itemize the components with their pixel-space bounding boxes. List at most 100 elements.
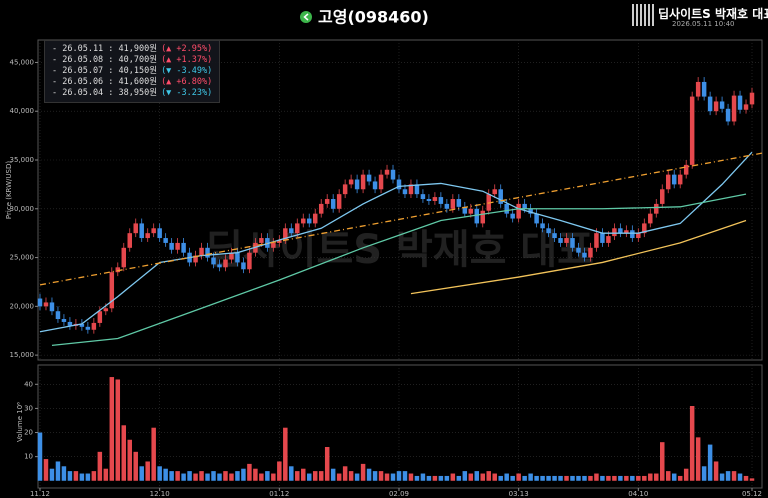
volume-bar [737, 473, 743, 481]
volume-bar [61, 466, 67, 481]
candle-body [193, 255, 198, 263]
volume-bar [468, 473, 474, 481]
candle-body [67, 321, 73, 326]
candle-body [432, 197, 438, 201]
volume-bar [510, 475, 515, 481]
volume-bar [396, 471, 402, 481]
volume-bar [318, 471, 324, 481]
candle-body [336, 194, 342, 209]
candle-body [564, 238, 569, 243]
volume-bar [677, 475, 683, 481]
volume-bar [247, 463, 252, 481]
title-icon [300, 11, 312, 23]
candle-body [229, 252, 234, 260]
volume-bar [492, 473, 497, 481]
volume-bar [55, 461, 61, 481]
candle-body [444, 203, 450, 209]
legend-change: (▲ +1.37%) [161, 55, 213, 65]
volume-bar [648, 473, 653, 481]
candle-body [689, 96, 695, 165]
candle-body [115, 267, 121, 273]
candle-body [606, 236, 611, 243]
volume-bar [157, 466, 162, 481]
candle-body [618, 228, 623, 234]
volume-bar [127, 439, 132, 481]
volume-bar [384, 473, 390, 481]
x-tick-label: 12.10 [150, 490, 170, 498]
candle-body [235, 252, 240, 263]
volume-bar [588, 475, 593, 481]
legend-row: - 26.05.07 : 40,150원 (▼ -3.49%) [52, 66, 212, 77]
volume-bar [474, 471, 480, 481]
volume-bar [217, 473, 222, 481]
volume-bar [713, 461, 719, 481]
candle-body [588, 247, 593, 258]
candle-body [43, 302, 49, 307]
title-icon-arrow [303, 13, 309, 21]
y-tick-label: 20 [24, 429, 33, 437]
candle-body [366, 174, 372, 182]
volume-bar [259, 473, 264, 481]
volume-bar [707, 444, 713, 481]
volume-bar [85, 473, 91, 481]
volume-bar [193, 473, 198, 481]
volume-bar [43, 459, 49, 481]
volume-bar [540, 475, 545, 481]
volume-bar [426, 475, 432, 481]
volume-bar [660, 442, 665, 481]
candle-body [283, 228, 288, 240]
volume-bar [169, 471, 174, 481]
volume-bar [151, 427, 156, 481]
candle-body [600, 233, 605, 243]
candle-body [247, 252, 252, 270]
volume-bar [271, 473, 276, 481]
candle-body [348, 179, 354, 185]
candle-body [354, 179, 360, 190]
moving-average [51, 193, 747, 347]
candle-body [636, 233, 641, 239]
volume-bar [420, 473, 426, 481]
candle-body [594, 233, 599, 248]
volume-bar [97, 451, 103, 481]
candle-body [318, 203, 324, 214]
candle-body [396, 179, 402, 190]
volume-bar [534, 475, 539, 481]
volume-bar [462, 471, 468, 481]
legend-text: - 26.05.08 : 40,700원 [52, 55, 158, 65]
volume-bar [414, 475, 420, 481]
candle-body [378, 174, 384, 190]
legend-change: (▼ -3.23%) [161, 88, 213, 98]
volume-bar [199, 471, 204, 481]
candle-body [683, 164, 689, 175]
volume-bar [701, 466, 707, 481]
moving-average [410, 219, 747, 295]
candle-body [97, 311, 103, 323]
volume-bar [187, 471, 192, 481]
volume-bar [324, 447, 330, 481]
legend-row: - 26.05.04 : 38,950원 (▼ -3.23%) [52, 88, 212, 99]
volume-bar [695, 437, 701, 481]
candle-body [737, 95, 743, 110]
volume-bar [671, 473, 677, 481]
candle-body [552, 233, 557, 239]
volume-bar [342, 466, 348, 481]
volume-bar [67, 471, 73, 481]
candle-body [462, 206, 468, 214]
legend-row: - 26.05.06 : 41,600원 (▲ +6.80%) [52, 77, 212, 88]
candle-body [312, 213, 318, 224]
legend-row: - 26.05.11 : 41,900원 (▲ +2.95%) [52, 44, 212, 55]
candle-body [516, 203, 521, 219]
y-tick-label: 20,000 [10, 302, 35, 310]
volume-bar [181, 473, 186, 481]
candle-body [324, 199, 330, 204]
candle-body [438, 197, 444, 204]
candle-body [725, 108, 731, 122]
volume-axis-label: Volume 10⁶ [16, 402, 24, 442]
candle-body [582, 252, 587, 258]
volume-bar [205, 473, 210, 481]
volume-bar [133, 451, 138, 481]
brand-name: 딥사이트S 박재호 대표 [658, 7, 768, 21]
volume-bar [618, 475, 623, 481]
candle-body [402, 189, 408, 195]
y-tick-label: 25,000 [10, 254, 35, 262]
